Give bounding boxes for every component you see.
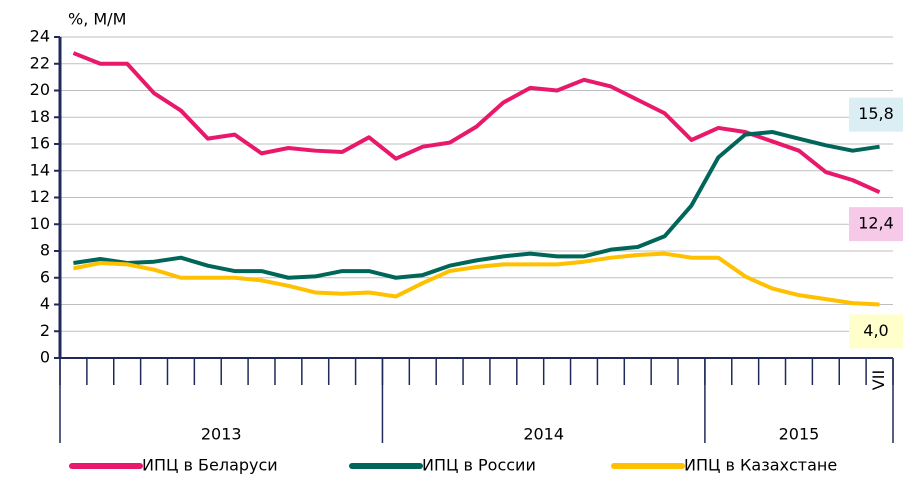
y-tick-label: 4 — [40, 294, 50, 313]
group-label: 2015 — [779, 425, 820, 444]
y-tick-label: 8 — [40, 241, 50, 260]
y-tick-label: 6 — [40, 267, 50, 286]
value-label-box — [849, 314, 903, 349]
value-label-text: 12,4 — [858, 214, 894, 233]
series-line — [73, 251, 880, 307]
group-label: 2013 — [201, 425, 242, 444]
value-label-text: 15,8 — [858, 104, 894, 123]
x-tick-label: VII — [869, 370, 888, 390]
y-tick-label: 2 — [40, 321, 50, 340]
legend-label: ИПЦ в России — [422, 456, 536, 475]
y-tick-label: 16 — [30, 134, 50, 153]
value-label: 15,8 — [849, 97, 903, 132]
value-label-box — [849, 207, 903, 242]
series-line — [72, 51, 881, 194]
legend-label: ИПЦ в Беларуси — [142, 456, 278, 475]
y-tick-label: 10 — [30, 214, 50, 233]
y-tick-label: 20 — [30, 80, 50, 99]
y-tick-label: 0 — [40, 348, 50, 367]
y-tick-label: 12 — [30, 187, 50, 206]
series-line — [73, 129, 880, 280]
y-tick-label: 14 — [30, 160, 50, 179]
value-label-text: 4,0 — [863, 321, 888, 340]
y-axis-label: %, М/М — [68, 10, 126, 29]
value-label: 12,4 — [849, 207, 903, 242]
y-tick-label: 18 — [30, 107, 50, 126]
group-label: 2014 — [523, 425, 564, 444]
y-tick-label: 24 — [30, 27, 50, 46]
value-label: 4,0 — [849, 314, 903, 349]
y-tick-label: 22 — [30, 53, 50, 72]
value-label-box — [849, 97, 903, 132]
legend-label: ИПЦ в Казахстане — [684, 456, 837, 475]
